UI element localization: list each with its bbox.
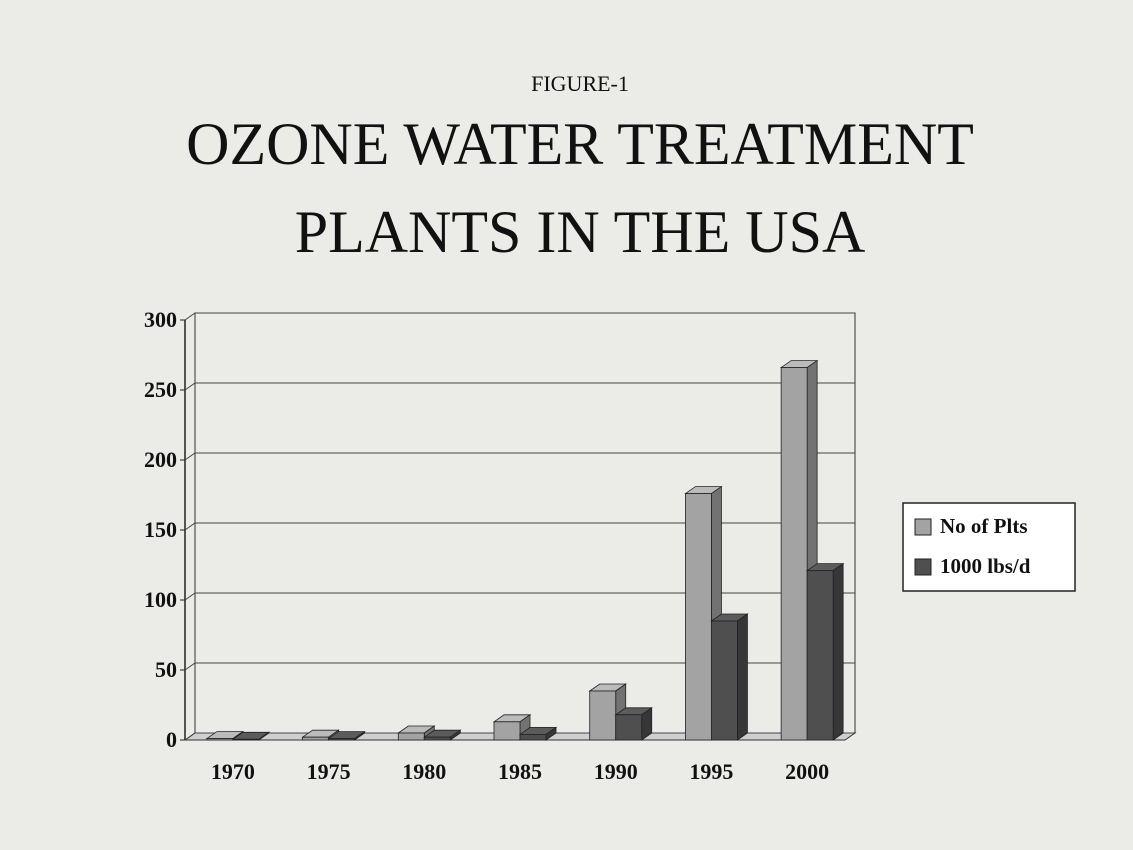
bar — [423, 729, 462, 741]
legend-label: No of Plts — [940, 514, 1028, 538]
x-tick-label: 1985 — [498, 759, 542, 784]
bar-front — [711, 620, 738, 741]
bar-side — [832, 562, 844, 741]
bar-front — [423, 736, 451, 741]
bar — [805, 562, 845, 741]
chart-title: OZONE WATER TREATMENT — [186, 111, 974, 177]
y-tick-label: 250 — [144, 377, 177, 402]
bar — [231, 731, 271, 741]
x-tick-label: 1980 — [402, 759, 446, 784]
y-tick-label: 0 — [166, 727, 177, 752]
bar-front — [328, 738, 355, 741]
bar-front — [589, 690, 617, 741]
bar — [710, 613, 749, 741]
grid-line — [184, 662, 855, 671]
bar-front — [780, 367, 808, 741]
x-tick-label: 1990 — [594, 759, 638, 784]
legend-swatch — [914, 518, 932, 536]
bar-front — [232, 738, 260, 741]
x-tick-label: 1975 — [307, 759, 351, 784]
grid-line — [184, 312, 855, 321]
legend-box — [902, 502, 1076, 592]
bar-front — [519, 734, 547, 741]
y-tick-label: 100 — [144, 587, 177, 612]
bar — [518, 726, 558, 741]
x-tick-label: 1995 — [689, 759, 733, 784]
grid-line — [184, 592, 855, 601]
grid-line — [184, 452, 855, 461]
legend: No of Plts 1000 lbs/d — [902, 502, 1076, 592]
y-tick-label: 300 — [144, 307, 177, 332]
chart-title: PLANTS IN THE USA — [295, 199, 866, 265]
bar-front — [493, 721, 521, 741]
bar-front — [397, 732, 425, 741]
legend-swatch — [914, 558, 932, 576]
bar-front — [685, 493, 712, 741]
y-tick-label: 200 — [144, 447, 177, 472]
y-tick-label: 50 — [155, 657, 177, 682]
legend-label: 1000 lbs/d — [940, 554, 1031, 578]
chart-subtitle: FIGURE-1 — [531, 71, 629, 96]
bar-front — [806, 570, 834, 741]
bar-side — [737, 613, 748, 741]
grid-line — [184, 382, 855, 391]
y-tick-label: 150 — [144, 517, 177, 542]
bar-front — [302, 736, 329, 741]
grid-line — [184, 522, 855, 531]
x-tick-label: 2000 — [785, 759, 829, 784]
bar — [614, 707, 653, 741]
bar-front — [206, 738, 234, 741]
bar-front — [615, 714, 643, 741]
bar — [327, 730, 366, 741]
x-tick-label: 1970 — [211, 759, 255, 784]
